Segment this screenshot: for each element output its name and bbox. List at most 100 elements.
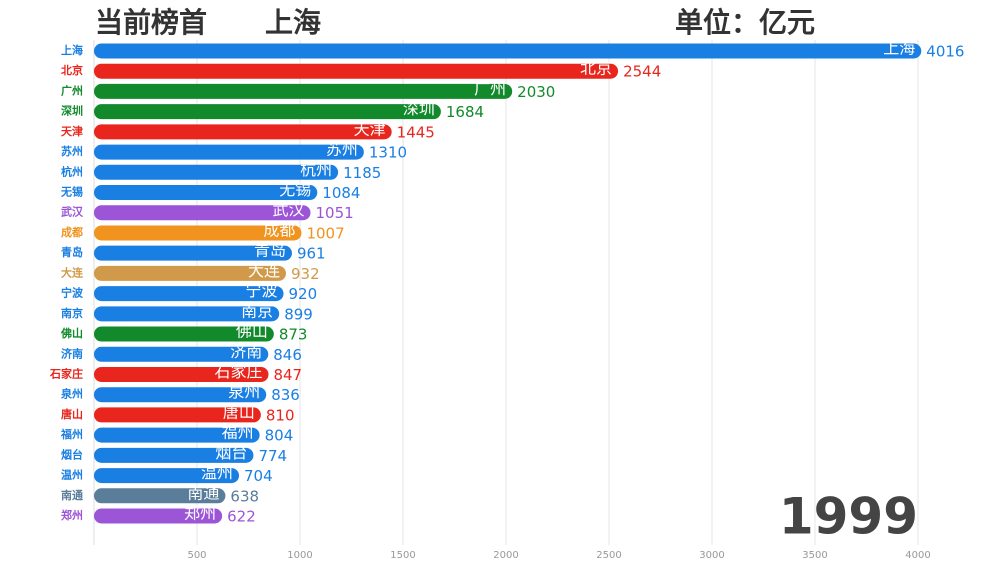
y-tick-label: 上海 (61, 43, 83, 57)
y-tick-label: 温州 (61, 468, 83, 482)
value-label: 899 (284, 305, 313, 323)
bar-city-label: 南京 (241, 301, 273, 320)
bar (94, 185, 318, 201)
bar-city-label: 武汉 (272, 200, 304, 219)
x-tick-label: 2500 (596, 550, 621, 561)
bar (94, 326, 274, 342)
bar-city-label: 南通 (187, 483, 219, 502)
value-label: 1007 (306, 224, 344, 242)
bar (94, 83, 513, 99)
bar (94, 265, 286, 281)
value-label: 638 (230, 487, 259, 505)
value-label: 622 (227, 508, 256, 526)
x-tick-label: 3500 (802, 550, 827, 561)
y-tick-label: 无锡 (60, 185, 83, 199)
bar (94, 124, 392, 140)
y-tick-label: 南京 (61, 306, 83, 320)
bar-city-label: 郑州 (184, 504, 216, 523)
y-tick-label: 深圳 (61, 104, 83, 118)
value-label: 961 (297, 245, 326, 263)
bar (94, 387, 267, 403)
bar (94, 104, 441, 120)
bar-city-label: 成都 (263, 220, 295, 239)
bar-city-label: 佛山 (236, 322, 268, 341)
x-tick-label: 3000 (699, 550, 724, 561)
y-tick-label: 北京 (61, 63, 83, 77)
bar-city-label: 无锡 (279, 180, 311, 199)
y-tick-label: 大连 (61, 265, 84, 279)
value-label: 932 (291, 265, 320, 283)
y-tick-label: 天津 (61, 124, 83, 138)
bar (94, 306, 280, 322)
value-label: 920 (289, 285, 318, 303)
value-label: 847 (273, 366, 302, 384)
bar (94, 468, 240, 484)
bar (94, 63, 619, 79)
bar-city-label: 宁波 (246, 281, 278, 300)
bar (94, 205, 311, 221)
bar-city-label: 唐山 (223, 402, 255, 421)
bar-city-label: 深圳 (403, 99, 435, 118)
bar (94, 144, 364, 160)
y-tick-label: 泉州 (60, 387, 83, 401)
y-tick-label: 苏州 (61, 144, 83, 158)
value-label: 1445 (397, 123, 435, 141)
year: 1999 (779, 488, 918, 546)
bar-city-label: 苏州 (326, 140, 358, 159)
value-label: 4016 (926, 43, 964, 61)
y-tick-label: 成都 (61, 225, 83, 239)
bar-city-label: 福州 (222, 423, 254, 442)
bar (94, 225, 302, 241)
x-tick-label: 1500 (390, 550, 415, 561)
y-tick-label: 宁波 (61, 286, 84, 300)
bar (94, 407, 261, 423)
bar-city-label: 大连 (248, 261, 280, 280)
y-tick-label: 济南 (61, 346, 83, 360)
x-tick-label: 1000 (287, 550, 312, 561)
bar (94, 366, 269, 382)
value-label: 1310 (369, 144, 407, 162)
bar-city-label: 上海 (883, 39, 915, 58)
bar (94, 245, 292, 261)
bar-city-label: 烟台 (215, 443, 247, 462)
x-tick-label: 500 (187, 550, 206, 561)
bar-city-label: 天津 (354, 119, 386, 138)
y-tick-label: 武汉 (61, 205, 84, 219)
value-label: 1051 (316, 204, 354, 222)
value-label: 873 (279, 326, 308, 344)
y-tick-label: 郑州 (61, 508, 83, 522)
value-label: 704 (244, 467, 273, 485)
value-label: 2544 (623, 63, 661, 81)
value-label: 1084 (322, 184, 360, 202)
value-label: 804 (265, 427, 294, 445)
bar-city-label: 杭州 (300, 160, 332, 179)
y-tick-label: 石家庄 (49, 366, 83, 380)
bar-city-label: 泉州 (228, 382, 260, 401)
bar (94, 346, 269, 362)
value-label: 836 (271, 386, 300, 404)
value-label: 846 (273, 346, 302, 364)
y-tick-label: 福州 (60, 427, 83, 441)
value-label: 810 (266, 406, 295, 424)
y-tick-label: 烟台 (61, 447, 83, 461)
value-label: 1185 (343, 164, 381, 182)
y-tick-label: 唐山 (61, 407, 83, 421)
bar-city-label: 北京 (580, 59, 612, 78)
bar (94, 286, 284, 302)
bar-city-label: 温州 (201, 463, 233, 482)
y-tick-label: 广州 (61, 83, 83, 97)
bar-city-label: 广州 (474, 79, 506, 98)
y-tick-label: 青岛 (61, 245, 83, 259)
y-tick-label: 杭州 (61, 164, 83, 178)
leader: 上海 (265, 6, 321, 39)
bar-city-label: 青岛 (254, 241, 286, 260)
y-tick-label: 南通 (61, 488, 83, 502)
bar-city-label: 济南 (230, 342, 262, 361)
bar (94, 164, 339, 180)
bar (94, 43, 922, 59)
y-tick-label: 佛山 (60, 326, 83, 340)
x-tick-label: 4000 (905, 550, 930, 561)
title: 当前榜首 (95, 6, 207, 39)
bar (94, 427, 260, 443)
